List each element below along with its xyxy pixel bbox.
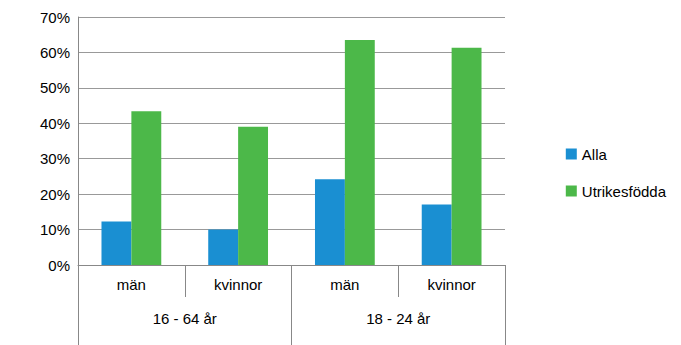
svg-text:50%: 50% — [40, 79, 70, 96]
svg-text:10%: 10% — [40, 221, 70, 238]
svg-text:18 - 24 år: 18 - 24 år — [366, 310, 430, 327]
svg-text:16 - 64 år: 16 - 64 år — [153, 310, 217, 327]
svg-text:40%: 40% — [40, 115, 70, 132]
svg-text:kvinnor: kvinnor — [427, 276, 475, 293]
svg-text:60%: 60% — [40, 44, 70, 61]
svg-text:70%: 70% — [40, 9, 70, 26]
svg-text:0%: 0% — [48, 257, 70, 274]
svg-text:Utrikesfödda: Utrikesfödda — [582, 183, 667, 200]
svg-text:20%: 20% — [40, 186, 70, 203]
svg-text:män: män — [117, 276, 146, 293]
svg-text:30%: 30% — [40, 150, 70, 167]
svg-text:män: män — [330, 276, 359, 293]
svg-text:Alla: Alla — [582, 146, 608, 163]
svg-text:kvinnor: kvinnor — [214, 276, 262, 293]
